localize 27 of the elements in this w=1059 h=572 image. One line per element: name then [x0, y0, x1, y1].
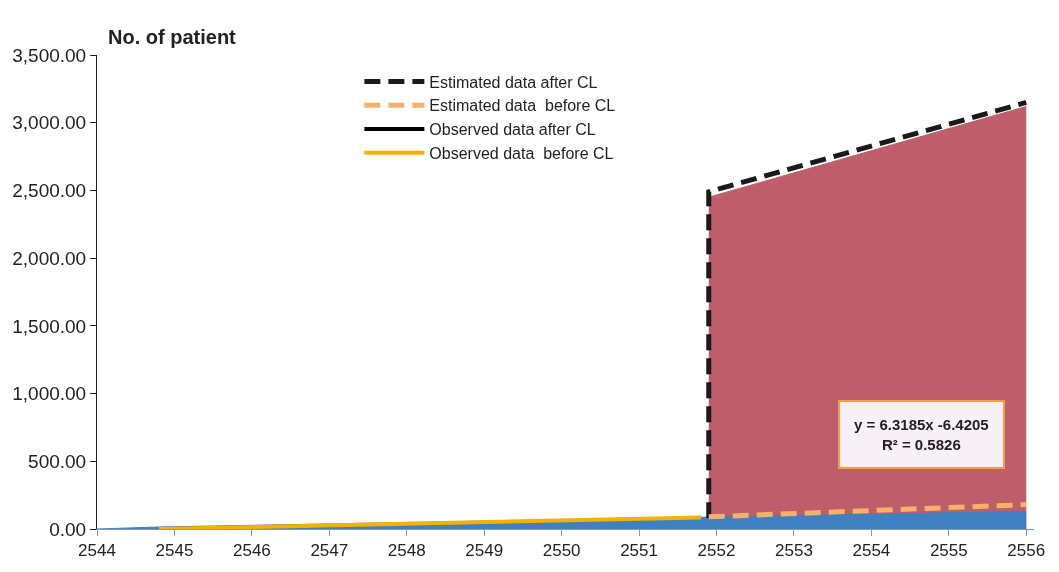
y-axis-title: No. of patient	[108, 26, 237, 48]
x-tick-label: 2556	[1007, 541, 1046, 561]
x-tick-label: 2544	[78, 541, 116, 561]
legend-label: Observed data before CL	[429, 145, 614, 163]
y-tick-label: 1,500.00	[12, 315, 87, 337]
y-tick-label: 2,500.00	[12, 180, 87, 202]
legend-label: Estimated data before CL	[429, 97, 616, 115]
y-tick-label: 3,500.00	[12, 44, 87, 66]
annotation: y = 6.3185x -6.4205 R² = 0.5826	[854, 416, 989, 453]
x-tick-label: 2545	[155, 541, 194, 561]
y-tick-label: 2,000.00	[12, 247, 87, 269]
y-tick-label: 1,000.00	[12, 383, 87, 405]
legend-label: Observed data after CL	[429, 121, 596, 139]
legend-label: Estimated data after CL	[429, 73, 598, 91]
y-tick-label: 0.00	[49, 518, 87, 540]
x-tick-label: 2547	[310, 541, 349, 561]
x-tick-label: 2549	[465, 541, 504, 561]
x-tick-label: 2548	[387, 541, 426, 561]
x-tick-label: 2551	[620, 541, 658, 561]
x-tick-label: 2552	[697, 541, 736, 561]
x-tick-label: 2553	[775, 541, 813, 561]
y-tick-label: 500.00	[28, 450, 87, 472]
x-tick-label: 2550	[542, 541, 581, 561]
x-tick-label: 2554	[852, 541, 891, 561]
y-tick-label: 3,000.00	[12, 112, 87, 134]
x-tick-label: 2546	[232, 541, 271, 561]
x-tick-label: 2555	[929, 541, 968, 561]
